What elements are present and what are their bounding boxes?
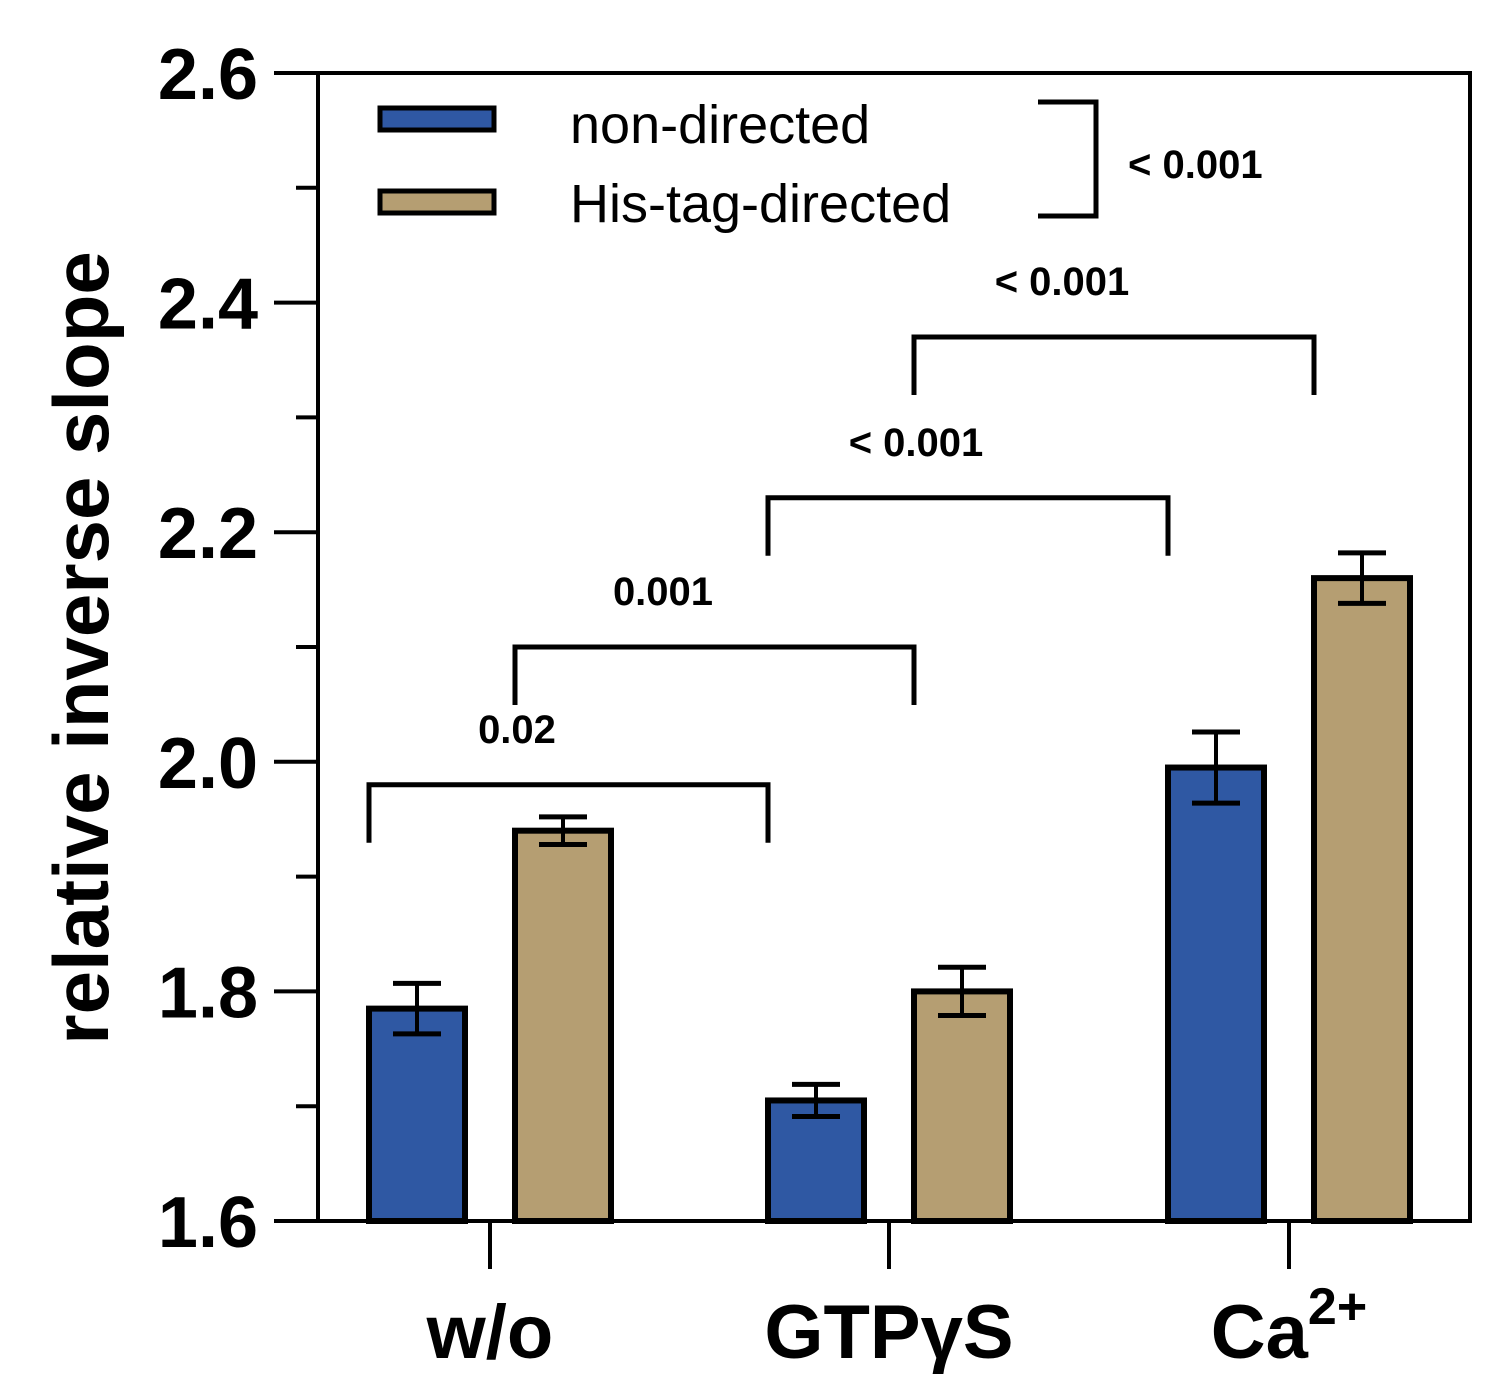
legend-swatch-non-directed [377, 105, 497, 133]
legend-swatch-his-tag-directed [377, 188, 497, 216]
x-tick-label-superscript: 2+ [1308, 1278, 1367, 1336]
legend: non-directed His-tag-directed < 0.001 [377, 95, 1263, 234]
x-tick-label: Ca2+ [1211, 1278, 1367, 1375]
significance-bracket [366, 782, 771, 843]
y-tick-label: 1.8 [158, 953, 258, 1033]
bar [366, 1005, 468, 1224]
x-tick-label: GTPγS [764, 1290, 1013, 1375]
bar [1311, 575, 1413, 1224]
x-tick-label: w/o [426, 1290, 554, 1375]
significance-bracket [911, 334, 1317, 396]
significance-label: 0.001 [613, 570, 713, 614]
legend-bracket [1038, 99, 1099, 219]
y-tick-label: 2.4 [158, 265, 258, 345]
significance-label: 0.02 [478, 708, 556, 752]
significance-brackets: 0.02 0.001 < 0.001 < 0.001 [366, 260, 1317, 843]
bar [512, 827, 614, 1224]
legend-label-non-directed: non-directed [570, 95, 870, 155]
bar [911, 988, 1013, 1225]
y-tick-label: 2.0 [158, 724, 258, 804]
significance-label: < 0.001 [849, 421, 984, 465]
significance-label: < 0.001 [995, 260, 1130, 304]
legend-label-his-tag-directed: His-tag-directed [570, 174, 951, 234]
y-tick-label: 2.6 [158, 35, 258, 115]
y-axis-label: relative inverse slope [37, 251, 125, 1044]
significance-bracket [765, 495, 1171, 556]
x-axis-ticks: w/o GTPγS Ca2+ [426, 1221, 1367, 1375]
y-tick-label: 1.6 [158, 1183, 258, 1263]
error-bars [393, 550, 1386, 1120]
legend-bracket-label: < 0.001 [1128, 143, 1263, 187]
y-axis-ticks: 1.6 1.8 2.0 2.2 2.4 2.6 [158, 35, 318, 1263]
bar [765, 1097, 867, 1224]
bars [366, 575, 1413, 1225]
significance-bracket [512, 644, 917, 705]
y-tick-label: 2.2 [158, 494, 258, 574]
bar [1165, 764, 1267, 1224]
